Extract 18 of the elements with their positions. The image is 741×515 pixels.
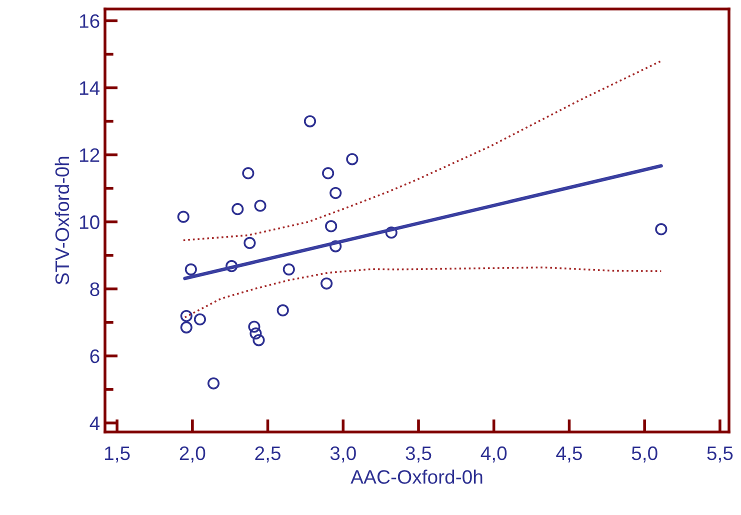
x-tick-label: 5,0 bbox=[632, 446, 658, 462]
y-tick-label: 4 bbox=[90, 416, 100, 430]
x-tick-label: 2,5 bbox=[255, 446, 280, 462]
y-tick-label: 6 bbox=[90, 349, 100, 364]
y-tick-label: 16 bbox=[80, 14, 100, 28]
x-tick-label: 4,0 bbox=[480, 446, 507, 462]
y-tick-label: 14 bbox=[80, 81, 100, 95]
y-tick-label: 10 bbox=[80, 215, 100, 230]
x-axis-title: AAC-Oxford-0h bbox=[350, 470, 482, 484]
x-tick-label: 3,5 bbox=[406, 446, 432, 462]
x-tick-label: 5,5 bbox=[707, 446, 733, 462]
y-tick-label: 8 bbox=[90, 282, 100, 296]
y-tick-label: 12 bbox=[80, 148, 100, 162]
y-axis-title: STV-Oxford-0h bbox=[54, 156, 70, 284]
x-tick-label: 2,0 bbox=[180, 446, 206, 462]
x-tick-label: 4,5 bbox=[556, 446, 582, 462]
x-tick-label: 3,0 bbox=[330, 446, 356, 462]
x-tick-label: 1,5 bbox=[105, 446, 130, 462]
